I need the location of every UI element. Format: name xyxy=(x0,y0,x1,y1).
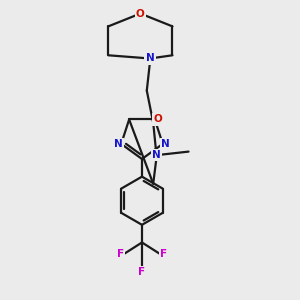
Text: O: O xyxy=(136,8,145,19)
Text: F: F xyxy=(138,267,146,277)
Text: F: F xyxy=(117,249,124,259)
Text: F: F xyxy=(160,249,167,259)
Text: N: N xyxy=(114,139,123,149)
Text: N: N xyxy=(146,53,154,64)
Text: O: O xyxy=(153,115,162,124)
Text: N: N xyxy=(152,150,161,160)
Text: N: N xyxy=(161,139,170,149)
